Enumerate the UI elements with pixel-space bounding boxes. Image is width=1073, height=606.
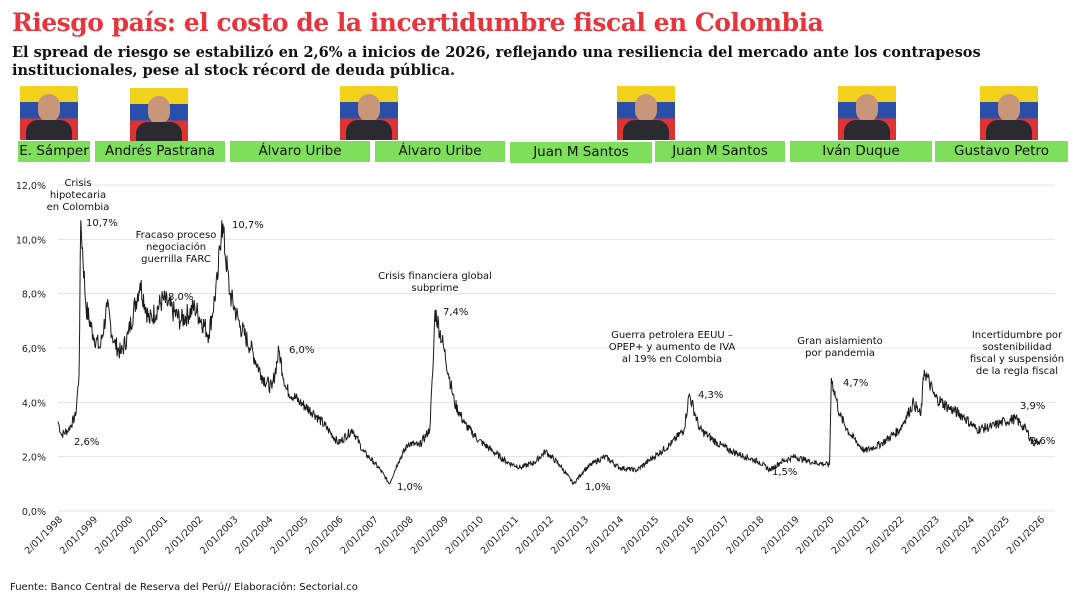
annotation: por pandemia xyxy=(805,348,875,359)
president-photo xyxy=(130,88,188,142)
data-label: 6,0% xyxy=(289,345,314,356)
president-photo xyxy=(617,86,675,140)
x-tick-label: 2/01/2026 xyxy=(1005,514,1047,556)
data-label: 10,7% xyxy=(86,218,118,229)
president-photo xyxy=(838,86,896,140)
president-photo xyxy=(20,86,78,140)
y-tick-label: 10,0% xyxy=(16,235,46,246)
annotation: fiscal y suspensión xyxy=(970,353,1064,365)
line-chart: 0,0%2,0%4,0%6,0%8,0%10,0%12,0%2/01/19982… xyxy=(16,178,1064,557)
annotation: Fracaso proceso xyxy=(136,230,217,241)
annotation: OPEP+ y aumento de IVA xyxy=(609,342,736,353)
president-photo xyxy=(980,86,1038,140)
y-tick-label: 12,0% xyxy=(16,181,46,192)
annotation: negociación xyxy=(146,241,206,253)
photo-suit xyxy=(986,120,1032,140)
annotation: Crisis xyxy=(64,178,91,189)
chart-title: Riesgo país: el costo de la incertidumbr… xyxy=(12,8,824,37)
data-label: 1,0% xyxy=(397,482,422,493)
annotation: Gran aislamiento xyxy=(797,336,883,347)
data-label: 4,3% xyxy=(698,390,723,401)
data-label: 1,5% xyxy=(772,467,797,478)
data-label: 3,9% xyxy=(1020,401,1045,412)
y-tick-label: 0,0% xyxy=(22,507,46,518)
photo-suit xyxy=(623,120,669,140)
president-label: Juan M Santos xyxy=(655,141,785,162)
annotation: hipotecaria xyxy=(50,190,106,201)
photo-head xyxy=(635,94,657,122)
photo-suit xyxy=(844,120,890,140)
annotation: guerrilla FARC xyxy=(141,254,211,265)
president-label: Álvaro Uribe xyxy=(375,141,505,162)
data-label: 1,0% xyxy=(585,482,610,493)
annotation: Incertidumbre por xyxy=(972,330,1063,341)
president-label: E. Sámper xyxy=(18,141,90,162)
annotation: subprime xyxy=(411,283,458,294)
president-label: Iván Duque xyxy=(790,141,932,162)
president-label: Gustavo Petro xyxy=(935,141,1068,162)
data-label: 8,0% xyxy=(168,292,193,303)
annotation: Crisis financiera global xyxy=(378,271,492,282)
president-label: Álvaro Uribe xyxy=(230,141,370,162)
y-tick-label: 6,0% xyxy=(22,344,46,355)
annotation: en Colombia xyxy=(47,202,110,213)
data-label: 7,4% xyxy=(443,307,468,318)
photo-head xyxy=(358,94,380,122)
president-label: Juan M Santos xyxy=(510,142,652,163)
y-tick-label: 2,0% xyxy=(22,453,46,464)
president-label: Andrés Pastrana xyxy=(95,141,225,162)
annotation: de la regla fiscal xyxy=(976,366,1058,377)
data-label: 10,7% xyxy=(232,220,264,231)
photo-suit xyxy=(346,120,392,140)
annotation: Guerra petrolera EEUU – xyxy=(611,330,733,341)
y-tick-label: 4,0% xyxy=(22,398,46,409)
data-label: 2,6% xyxy=(74,437,99,448)
series-line xyxy=(57,220,1041,486)
photo-head xyxy=(38,94,60,122)
annotation: sostenibilidad xyxy=(982,342,1051,353)
y-tick-label: 8,0% xyxy=(22,290,46,301)
photo-suit xyxy=(136,122,182,142)
data-label: 2,6% xyxy=(1030,436,1055,447)
photo-suit xyxy=(26,120,72,140)
data-label: 4,7% xyxy=(843,378,868,389)
annotation: al 19% en Colombia xyxy=(622,354,722,365)
chart-subtitle: El spread de riesgo se estabilizó en 2,6… xyxy=(12,44,981,79)
photo-head xyxy=(148,96,170,124)
source-note: Fuente: Banco Central de Reserva del Per… xyxy=(10,582,358,593)
president-photo xyxy=(340,86,398,140)
photo-head xyxy=(856,94,878,122)
photo-head xyxy=(998,94,1020,122)
